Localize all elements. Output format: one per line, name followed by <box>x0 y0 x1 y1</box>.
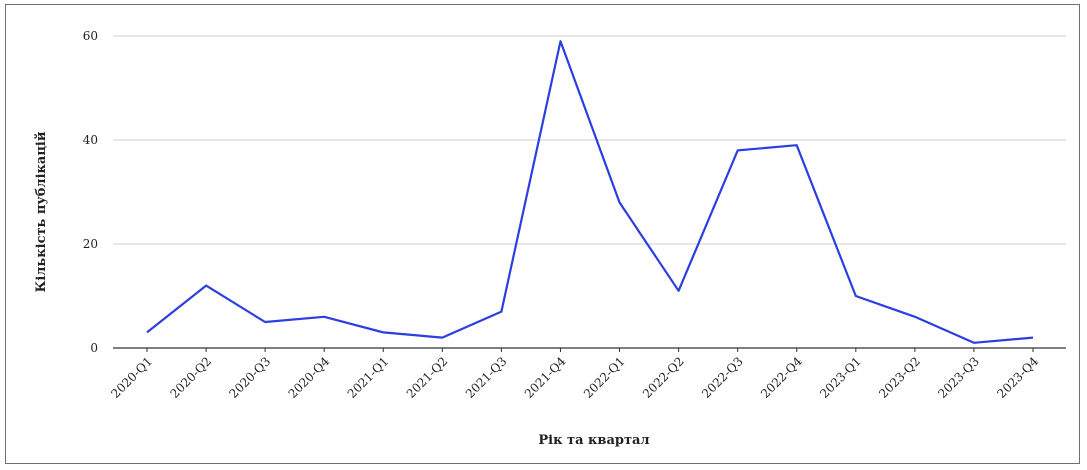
y-tick-label: 40 <box>83 133 98 147</box>
y-axis-title: Кількість публікацій <box>34 131 49 292</box>
x-tick-label: 2020-Q3 <box>227 354 274 401</box>
series-group <box>146 40 1034 344</box>
x-tick-label: 2022-Q1 <box>581 354 628 401</box>
x-tick-label: 2021-Q3 <box>463 354 510 401</box>
x-tick-label: 2023-Q3 <box>935 354 982 401</box>
x-tick-label: 2022-Q4 <box>758 354 805 401</box>
x-tick-label: 2021-Q4 <box>522 354 569 401</box>
x-tick-label: 2021-Q2 <box>404 354 451 401</box>
x-tick-label: 2020-Q1 <box>108 354 155 401</box>
x-tick-label: 2022-Q2 <box>640 354 687 401</box>
x-tick-label: 2022-Q3 <box>699 354 746 401</box>
y-tick-label: 0 <box>90 341 98 355</box>
x-tick-labels: 2020-Q1 2020-Q2 2020-Q3 2020-Q4 2021-Q1 2021-… <box>108 354 1041 401</box>
chart-frame <box>5 4 1080 464</box>
y-tick-labels: 0 20 40 60 <box>83 29 98 355</box>
y-tick-label: 20 <box>83 237 98 251</box>
y-tick-label: 60 <box>83 29 98 43</box>
x-tick-label: 2023-Q2 <box>876 354 923 401</box>
grid-lines <box>113 35 1066 352</box>
x-tick-label: 2021-Q1 <box>345 354 392 401</box>
x-tick-label: 2020-Q4 <box>286 354 333 401</box>
series-line <box>146 40 1034 344</box>
x-axis-title: Рік та квартал <box>538 433 649 448</box>
x-tick-label: 2020-Q2 <box>167 354 214 401</box>
x-tick-label: 2023-Q1 <box>817 354 864 401</box>
x-tick-label: 2023-Q4 <box>994 354 1041 401</box>
